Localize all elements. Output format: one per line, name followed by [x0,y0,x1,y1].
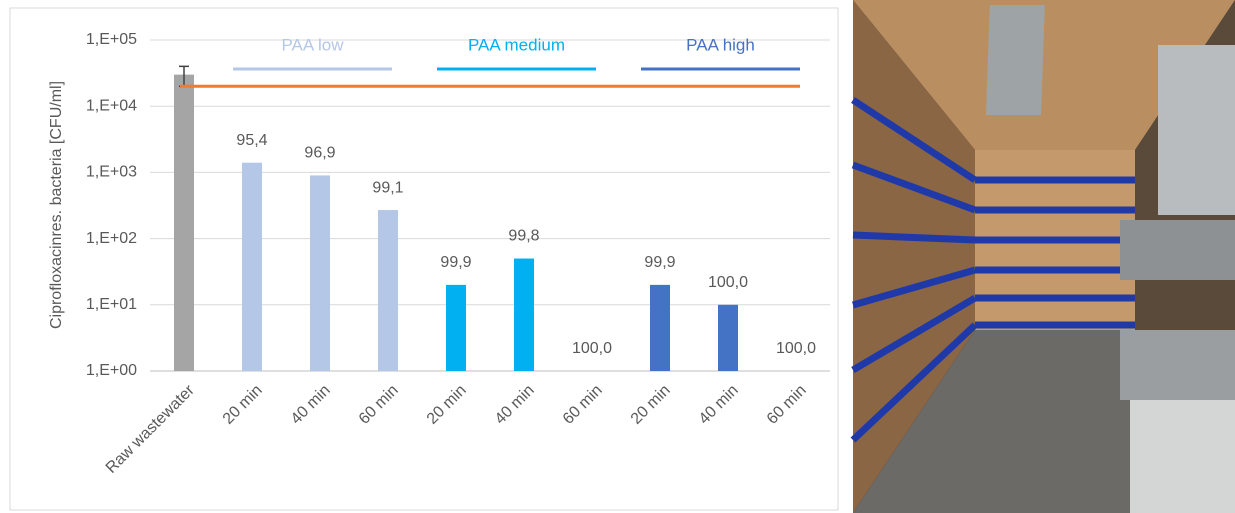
group-label: PAA low [281,35,344,54]
bar [650,284,670,371]
reduction-label: 96,9 [304,145,335,162]
bar [378,210,398,371]
y-tick-label: 1,E+01 [86,296,137,313]
chart-frame [9,7,839,511]
reduction-label: 99,1 [372,179,403,196]
y-axis-label: Ciprofloxacinres. bacteria [CFU/ml] [48,81,65,329]
reduction-label: 100,0 [708,274,748,291]
reduction-label: 99,8 [508,228,539,245]
photo [850,0,1235,513]
y-tick-label: 1,E+04 [86,97,137,114]
reduction-label: 99,9 [644,254,675,271]
y-tick-label: 1,E+03 [86,164,137,181]
bar [718,304,738,371]
reduction-label: 95,4 [236,132,267,149]
group-label: PAA high [686,35,755,54]
group-label: PAA medium [468,35,565,54]
reduction-label: 100,0 [572,340,612,357]
y-tick-label: 1,E+05 [86,31,137,48]
y-tick-label: 1,E+02 [86,230,137,247]
bar [174,74,194,372]
reduction-label: 100,0 [776,340,816,357]
bar [446,284,466,371]
bar [514,258,534,371]
bar [242,162,262,371]
y-tick-label: 1,E+00 [86,362,137,379]
bar [310,175,330,371]
reduction-label: 99,9 [440,254,471,271]
